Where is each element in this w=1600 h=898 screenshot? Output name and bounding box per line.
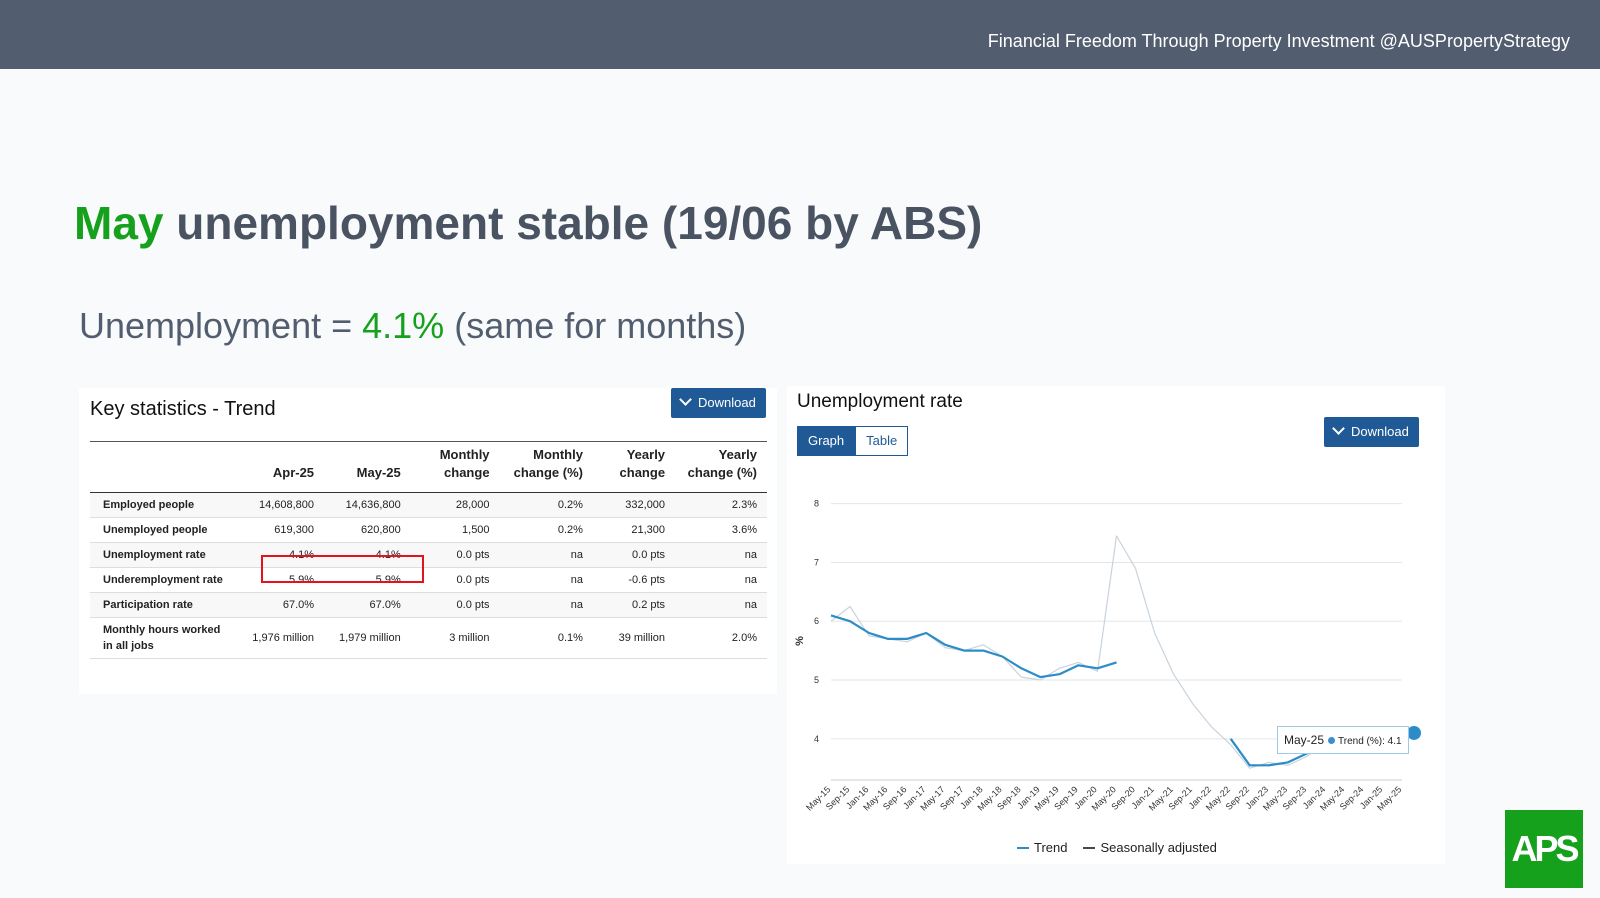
series-point-trend-latest <box>1407 725 1421 740</box>
legend-label-trend: Trend <box>1034 840 1068 855</box>
table-cell: na <box>499 592 593 618</box>
table-cell: 3 million <box>410 617 500 659</box>
table-cell: 1,500 <box>410 517 500 543</box>
aps-logo: APS <box>1505 810 1583 888</box>
table-cell: 67.0% <box>238 592 325 618</box>
table-row: Underemployment rate 5.9% 5.9% 0.0 pts na -0.… <box>90 567 767 593</box>
slide-title: May unemployment stable (19/06 by ABS) <box>74 196 982 250</box>
table-cell: Underemployment rate <box>90 567 239 593</box>
legend-item-seasonally-adjusted[interactable]: Seasonally adjusted <box>1083 840 1217 855</box>
table-cell: na <box>499 567 593 593</box>
table-cell: 14,636,800 <box>324 492 411 518</box>
tab-graph[interactable]: Graph <box>797 426 856 456</box>
table-row: Employed people 14,608,800 14,636,800 28,00… <box>90 492 767 518</box>
table-row: Unemployment rate 4.1% 4.1% 0.0 pts na 0.0 pt… <box>90 542 767 568</box>
column-header: Yearly change (%) <box>675 441 767 493</box>
y-axis-label: % <box>794 636 806 646</box>
stats-download-button[interactable]: Download <box>671 388 766 418</box>
table-cell: 5.9% <box>324 567 411 593</box>
table-header-row: Apr-25 May-25 Monthly change Monthly change… <box>90 441 767 493</box>
table-cell: 39 million <box>592 617 676 659</box>
table-cell: 67.0% <box>324 592 411 618</box>
stats-download-label: Download <box>698 395 756 410</box>
table-cell: 0.2% <box>499 517 593 543</box>
legend-item-trend[interactable]: Trend <box>1017 840 1067 855</box>
chart-heading: Unemployment rate <box>797 391 963 412</box>
table-cell: 0.0 pts <box>592 542 676 568</box>
y-tick-label: 8 <box>814 499 819 509</box>
table-cell: 0.0 pts <box>410 542 500 568</box>
key-statistics-panel: Key statistics - Trend Download Apr-25 Ma… <box>79 388 777 694</box>
unemployment-rate-panel: Unemployment rate Graph Table Download 4… <box>787 386 1445 864</box>
table-cell: Participation rate <box>90 592 239 618</box>
table-cell: 1,979 million <box>324 617 411 659</box>
chart-tooltip: May-25 Trend (%): 4.1 <box>1277 726 1409 754</box>
legend-swatch-sa <box>1083 846 1096 849</box>
legend-label-sa: Seasonally adjusted <box>1100 840 1217 855</box>
table-cell: 2.3% <box>675 492 767 518</box>
slide-subtitle: Unemployment = 4.1% (same for months) <box>79 305 746 347</box>
table-cell: 0.2% <box>499 492 593 518</box>
unemployment-line-chart: 45678%May-15Sep-15Jan-16May-16Sep-16Jan-… <box>794 499 1421 813</box>
table-cell: Unemployment rate <box>90 542 239 568</box>
table-cell: -0.6 pts <box>592 567 676 593</box>
table-cell: 0.0 pts <box>410 592 500 618</box>
top-banner: Financial Freedom Through Property Inves… <box>0 0 1600 69</box>
subtitle-prefix: Unemployment = <box>79 305 363 346</box>
y-tick-label: 5 <box>814 675 819 685</box>
column-header: May-25 <box>324 441 411 493</box>
table-cell: na <box>675 542 767 568</box>
banner-tagline: Financial Freedom Through Property Inves… <box>987 31 1570 51</box>
table-row: Participation rate 67.0% 67.0% 0.0 pts na 0.2… <box>90 592 767 618</box>
table-cell: 21,300 <box>592 517 676 543</box>
tab-table[interactable]: Table <box>855 426 909 456</box>
column-header <box>90 441 239 493</box>
chart-legend: Trend Seasonally adjusted <box>1017 840 1217 855</box>
tooltip-date: May-25 <box>1284 733 1325 747</box>
view-tabs: Graph Table <box>797 426 909 456</box>
subtitle-value: 4.1% <box>362 305 445 346</box>
table-cell: Unemployed people <box>90 517 239 543</box>
table-cell: 332,000 <box>592 492 676 518</box>
legend-swatch-trend <box>1017 846 1029 849</box>
chart-download-button[interactable]: Download <box>1324 417 1419 447</box>
subtitle-suffix: (same for months) <box>454 305 747 346</box>
table-cell: 620,800 <box>324 517 411 543</box>
y-tick-label: 7 <box>814 557 819 567</box>
key-statistics-table: Apr-25 May-25 Monthly change Monthly change… <box>90 441 767 659</box>
y-tick-label: 4 <box>814 734 819 744</box>
column-header: Monthly change <box>410 441 500 493</box>
column-header: Yearly change <box>592 441 676 493</box>
table-row: Monthly hours worked in all jobs 1,976 mi… <box>90 617 767 659</box>
table-cell: 3.6% <box>675 517 767 543</box>
title-text: unemployment stable (19/06 by ABS) <box>176 197 983 249</box>
chart-download-label: Download <box>1351 424 1409 439</box>
table-cell: 28,000 <box>410 492 500 518</box>
table-cell: 0.2 pts <box>592 592 676 618</box>
column-header: Apr-25 <box>238 441 325 493</box>
table-cell: 0.0 pts <box>410 567 500 593</box>
table-cell: na <box>499 542 593 568</box>
table-cell: 14,608,800 <box>238 492 325 518</box>
table-cell: 1,976 million <box>238 617 325 659</box>
column-header: Monthly change (%) <box>499 441 593 493</box>
key-statistics-heading: Key statistics - Trend <box>90 398 276 420</box>
tooltip-dot-icon <box>1328 737 1336 744</box>
y-tick-label: 6 <box>814 616 819 626</box>
table-cell: na <box>675 592 767 618</box>
title-highlight: May <box>74 197 164 249</box>
table-row: Unemployed people 619,300 620,800 1,500 0.2%… <box>90 517 767 543</box>
table-cell: Monthly hours worked in all jobs <box>90 617 239 659</box>
table-cell: 0.1% <box>499 617 593 659</box>
table-cell: 2.0% <box>675 617 767 659</box>
table-cell: na <box>675 567 767 593</box>
table-cell: 619,300 <box>238 517 325 543</box>
tooltip-value: Trend (%): 4.1 <box>1338 736 1402 747</box>
series-line-trend <box>830 614 1117 679</box>
table-cell: Employed people <box>90 492 239 518</box>
table-cell: 5.9% <box>238 567 325 593</box>
unemployment-rate-highlight-box <box>261 555 424 583</box>
chevron-down-icon <box>679 393 692 406</box>
